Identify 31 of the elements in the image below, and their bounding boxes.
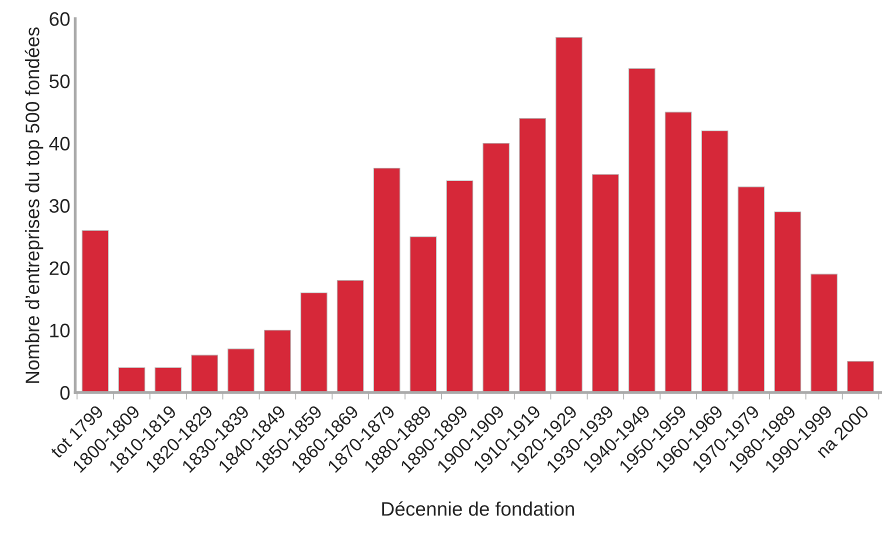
y-tick-label: 10	[50, 324, 70, 338]
bar	[118, 367, 146, 392]
bar	[228, 348, 254, 392]
y-tick-label: 20	[50, 261, 70, 276]
bar	[191, 354, 218, 392]
bar	[701, 130, 728, 392]
y-tick-label: 60	[50, 12, 70, 26]
bar	[519, 118, 546, 392]
bar	[592, 174, 619, 392]
y-tick-label: 30	[49, 199, 70, 213]
bar	[264, 330, 291, 392]
y-axis-title: Nombre d’entreprises du top 500 fondées	[24, 27, 44, 383]
bar	[410, 236, 437, 392]
y-tick-label: 50	[50, 74, 70, 88]
bar	[82, 230, 109, 392]
x-axis-title: Décennie de fondation	[382, 501, 574, 516]
y-tick-label: 40	[49, 136, 70, 151]
bar	[482, 142, 510, 392]
bar	[774, 211, 802, 392]
bar	[300, 292, 328, 392]
bar	[664, 112, 692, 392]
bar	[154, 367, 182, 392]
bar	[556, 37, 582, 392]
bar	[446, 180, 474, 392]
bar	[336, 280, 364, 392]
y-tick-label: 0	[60, 386, 70, 400]
bar	[628, 68, 656, 392]
bar	[847, 360, 874, 392]
bar	[373, 168, 400, 392]
bar	[738, 186, 765, 392]
bar	[810, 274, 838, 392]
